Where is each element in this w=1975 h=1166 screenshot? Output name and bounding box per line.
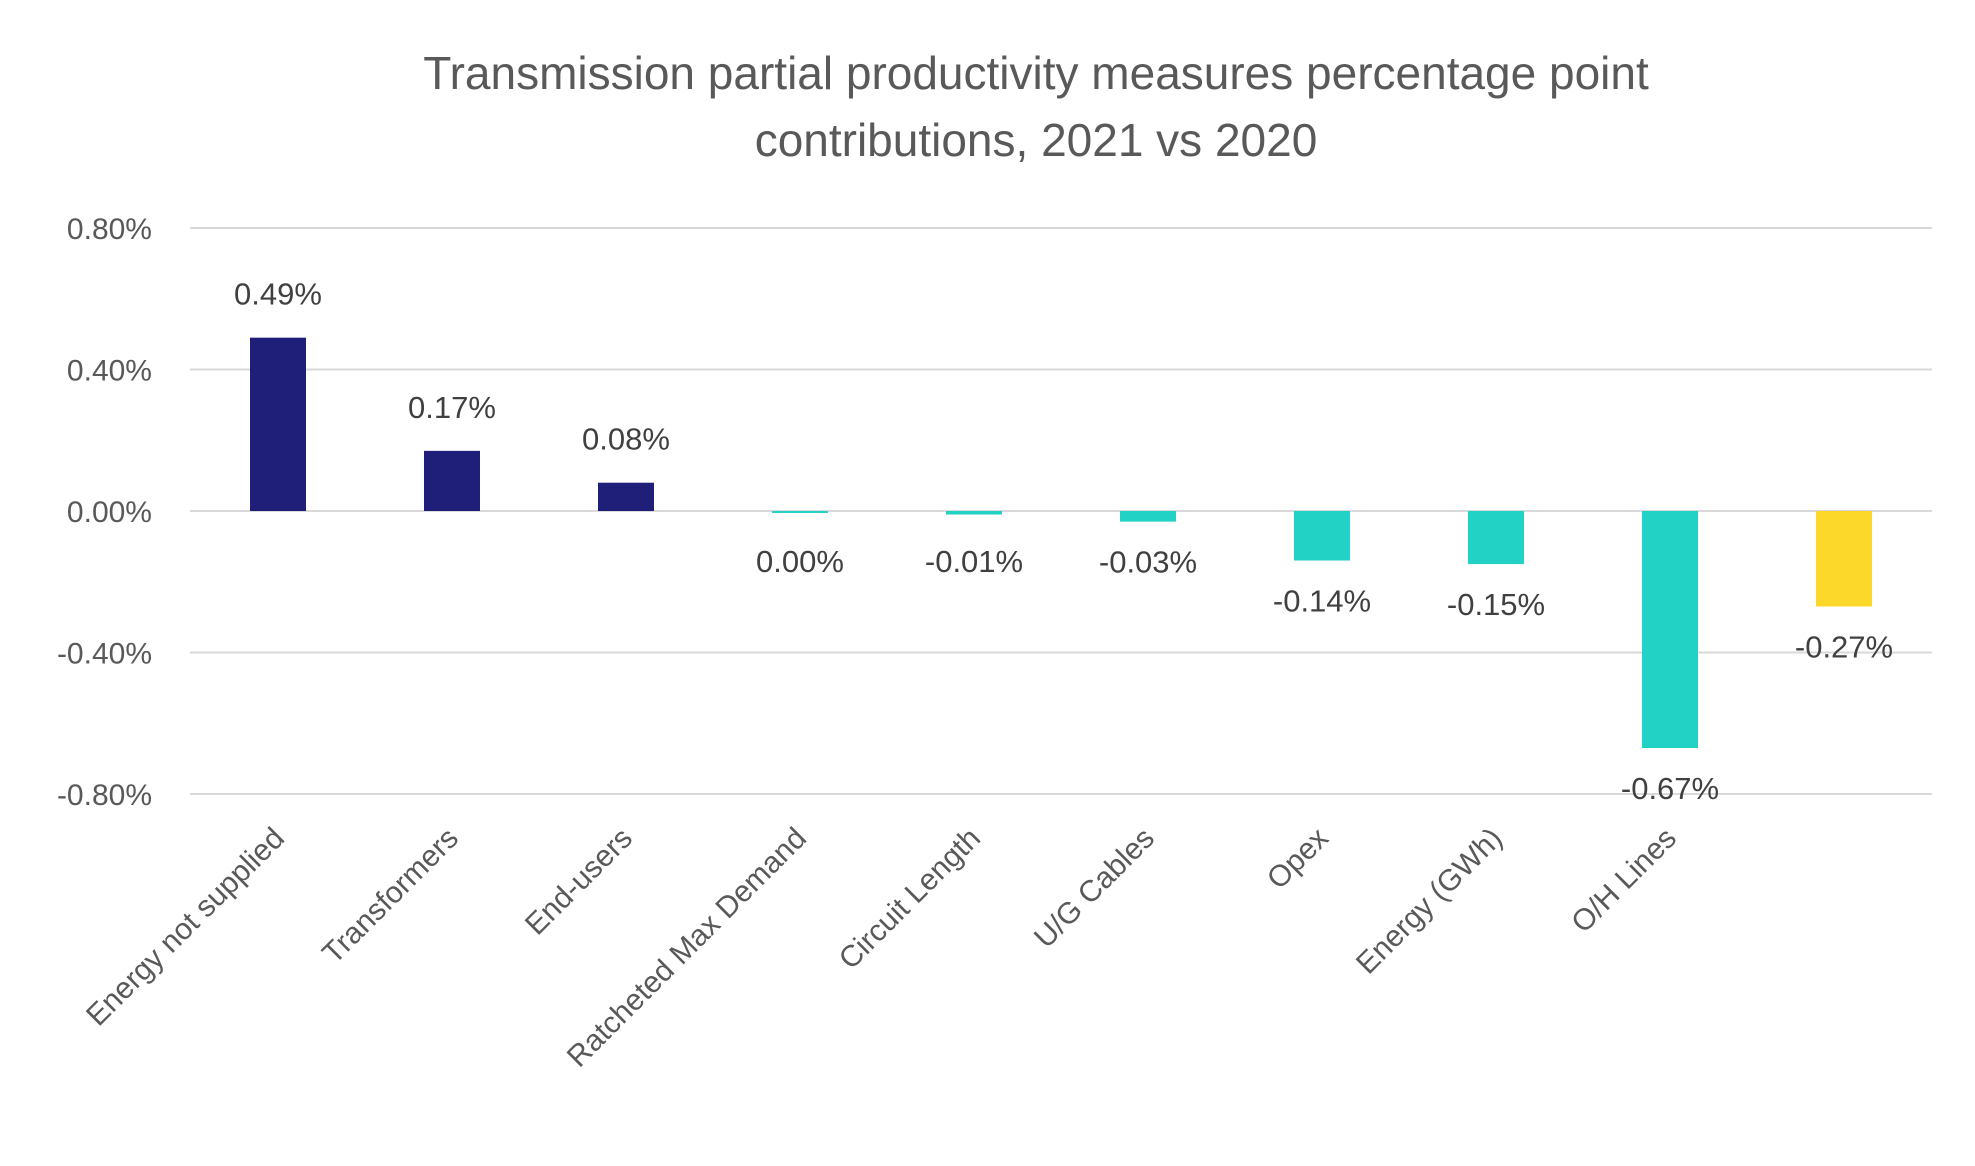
y-axis-tick-labels: 0.80% 0.40% 0.00% -0.40% -0.80% xyxy=(57,213,152,812)
x-category-label: Opex xyxy=(1261,822,1335,896)
x-category-label: Energy (GWh) xyxy=(1350,822,1509,981)
chart-title-line-1: Transmission partial productivity measur… xyxy=(423,47,1649,99)
data-label: -0.14% xyxy=(1273,584,1371,619)
gridlines xyxy=(190,227,1932,795)
bar xyxy=(1816,511,1872,607)
data-label: 0.00% xyxy=(756,544,844,579)
x-category-label: Transformers xyxy=(316,822,465,971)
chart-title-line-2: contributions, 2021 vs 2020 xyxy=(755,114,1318,166)
bar xyxy=(1120,511,1176,522)
x-category-label: O/H Lines xyxy=(1565,822,1683,940)
y-tick-label: -0.40% xyxy=(57,638,152,671)
data-label: 0.08% xyxy=(582,422,670,457)
data-label: -0.27% xyxy=(1795,630,1893,665)
data-label: -0.01% xyxy=(925,544,1023,579)
bars xyxy=(250,337,1872,749)
bar xyxy=(1642,511,1698,749)
data-labels: 0.49% 0.17% 0.08% 0.00% -0.01% -0.03% -0.14% -0… xyxy=(234,277,1893,806)
data-label: 0.49% xyxy=(234,277,322,312)
y-tick-label: 0.80% xyxy=(67,213,152,246)
y-tick-label: 0.40% xyxy=(67,355,152,388)
y-tick-label: 0.00% xyxy=(67,496,152,529)
x-category-label: Energy not supplied xyxy=(80,822,291,1033)
bar xyxy=(250,337,306,511)
x-axis-category-labels: Energy not supplied Transformers End-users… xyxy=(80,822,1683,1074)
x-category-label: U/G Cables xyxy=(1028,822,1161,955)
bar xyxy=(946,511,1002,515)
y-tick-label: -0.80% xyxy=(57,779,152,812)
x-category-label: Circuit Length xyxy=(833,822,987,976)
bar xyxy=(598,482,654,511)
bar xyxy=(772,511,828,513)
data-label: -0.67% xyxy=(1621,771,1719,806)
data-label: -0.15% xyxy=(1447,587,1545,622)
data-label: -0.03% xyxy=(1099,545,1197,580)
x-category-label: End-users xyxy=(519,822,639,942)
data-label: 0.17% xyxy=(408,390,496,425)
bar xyxy=(424,450,480,511)
bar xyxy=(1294,511,1350,561)
bar xyxy=(1468,511,1524,565)
